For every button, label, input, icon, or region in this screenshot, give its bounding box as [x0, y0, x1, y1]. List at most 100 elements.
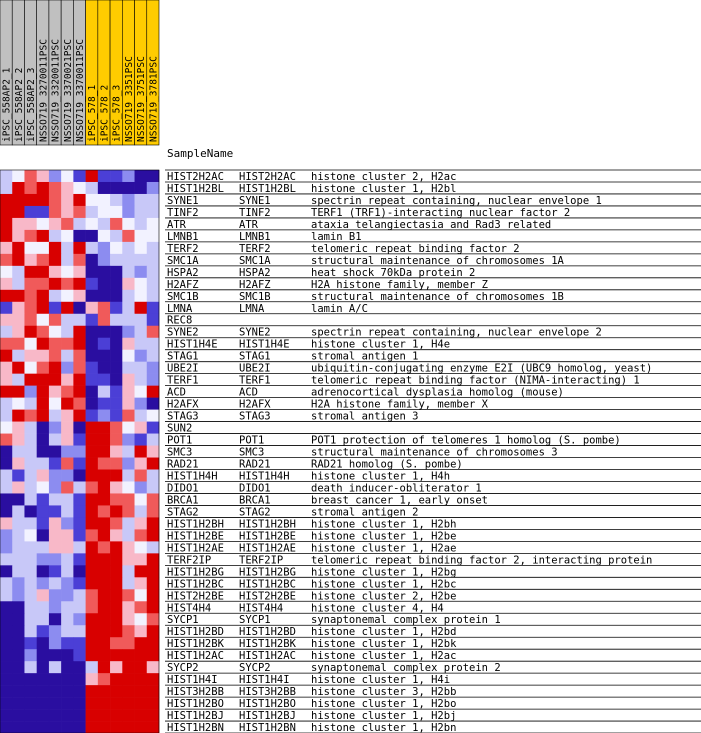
heatmap-cell [73, 685, 86, 698]
heatmap-cell [24, 673, 37, 686]
heatmap-cell [73, 409, 86, 422]
heatmap-cell [73, 170, 86, 183]
heatmap-cell [146, 433, 160, 446]
heatmap-cell [61, 409, 74, 422]
heatmap-cell [36, 349, 50, 362]
heatmap-cell [24, 601, 37, 614]
sample-name-header: SampleName [167, 147, 233, 160]
heatmap-cell [97, 529, 111, 542]
heatmap-cell [0, 433, 13, 446]
heatmap-cell [122, 265, 135, 279]
heatmap-cell [48, 661, 62, 674]
heatmap-cell [0, 277, 13, 291]
row-gene-label: BRCA1 [239, 494, 271, 506]
heatmap-cell [122, 661, 135, 674]
heatmap-cell [48, 721, 62, 733]
heatmap-cell [110, 397, 123, 410]
heatmap-cell [73, 637, 86, 650]
heatmap-cell [134, 541, 148, 554]
heatmap-cell [97, 685, 111, 698]
row-gene-label: SYCP1 [239, 614, 271, 626]
row-gene-label: POT1 [239, 435, 264, 447]
heatmap-cell [48, 469, 62, 482]
heatmap-cell [61, 301, 74, 315]
heatmap-cell [24, 469, 37, 482]
column-label: NSSO719_3751PSC [136, 56, 147, 142]
heatmap-cell [110, 697, 123, 710]
heatmap-cell [12, 241, 25, 255]
heatmap-cell [61, 397, 74, 410]
heatmap-cell [61, 313, 74, 327]
heatmap-cell [73, 421, 86, 434]
heatmap-cell [97, 553, 111, 566]
heatmap-cell [146, 181, 160, 195]
heatmap-cell [85, 421, 99, 434]
heatmap-cell [12, 205, 25, 219]
heatmap-cell [48, 637, 62, 650]
heatmap-cell [97, 517, 111, 530]
row-gene-label: HIST2H2BE [239, 590, 296, 602]
heatmap-cell [97, 673, 111, 686]
heatmap-cell [12, 517, 25, 530]
heatmap-cell [85, 253, 99, 267]
row-gene-label: TERF1 [239, 375, 271, 387]
row-symbol-label: HIST1H2BC [167, 578, 224, 590]
heatmap-cell [134, 277, 148, 291]
heatmap-cell [61, 289, 74, 303]
heatmap-cell [48, 361, 62, 374]
row-symbol-label: SYCP1 [167, 614, 199, 626]
row-description-label: heat shock 70kDa protein 2 [311, 267, 475, 279]
heatmap-cell [97, 181, 111, 195]
row-gene-label: TERF2IP [239, 554, 283, 566]
heatmap-cell [146, 529, 160, 542]
heatmap-cell [48, 649, 62, 662]
heatmap-cell [36, 709, 50, 722]
heatmap-cell [12, 481, 25, 494]
heatmap-cell [97, 349, 111, 362]
heatmap-cell [12, 349, 25, 362]
heatmap-cell [134, 685, 148, 698]
heatmap-cell [0, 265, 13, 279]
heatmap-cell [24, 193, 37, 207]
heatmap-cell [146, 205, 160, 219]
heatmap-cell [97, 337, 111, 350]
heatmap-cell [61, 529, 74, 542]
heatmap-cell [134, 397, 148, 410]
heatmap-cell [12, 445, 25, 458]
heatmap-cell [97, 170, 111, 183]
heatmap-cell [36, 277, 50, 291]
heatmap-cell [122, 613, 135, 626]
column-label: iPSC_558AP2_3 [26, 68, 37, 142]
heatmap-cells [0, 169, 160, 733]
heatmap-cell [0, 217, 13, 231]
heatmap-cell [73, 613, 86, 626]
heatmap-cell [146, 721, 160, 733]
heatmap-cell [0, 421, 13, 434]
heatmap-cell [0, 205, 13, 219]
heatmap-cell [24, 325, 37, 339]
heatmap-cell [0, 385, 13, 398]
heatmap-cell [12, 337, 25, 350]
heatmap-cell [24, 661, 37, 674]
row-gene-label: HIST1H2BD [239, 626, 296, 638]
row-description-label: histone cluster 1, H2ae [311, 542, 456, 554]
row-description-label: structural maintenance of chromosomes 1B [311, 291, 564, 303]
heatmap-cell [36, 721, 50, 733]
heatmap-cell [134, 517, 148, 530]
heatmap-cell [110, 529, 123, 542]
heatmap-cell [97, 469, 111, 482]
heatmap-cell [24, 625, 37, 638]
heatmap-cell [12, 457, 25, 470]
heatmap-cell [134, 265, 148, 279]
heatmap-cell [24, 445, 37, 458]
row-description-label: histone cluster 4, H4 [311, 602, 444, 614]
heatmap-cell [36, 517, 50, 530]
heatmap-cell [24, 505, 37, 518]
heatmap-cell [24, 493, 37, 506]
heatmap-cell [36, 589, 50, 602]
heatmap-cell [73, 517, 86, 530]
heatmap-cell [97, 361, 111, 374]
heatmap-cell [73, 541, 86, 554]
heatmap-cell [12, 469, 25, 482]
heatmap-cell [122, 373, 135, 386]
